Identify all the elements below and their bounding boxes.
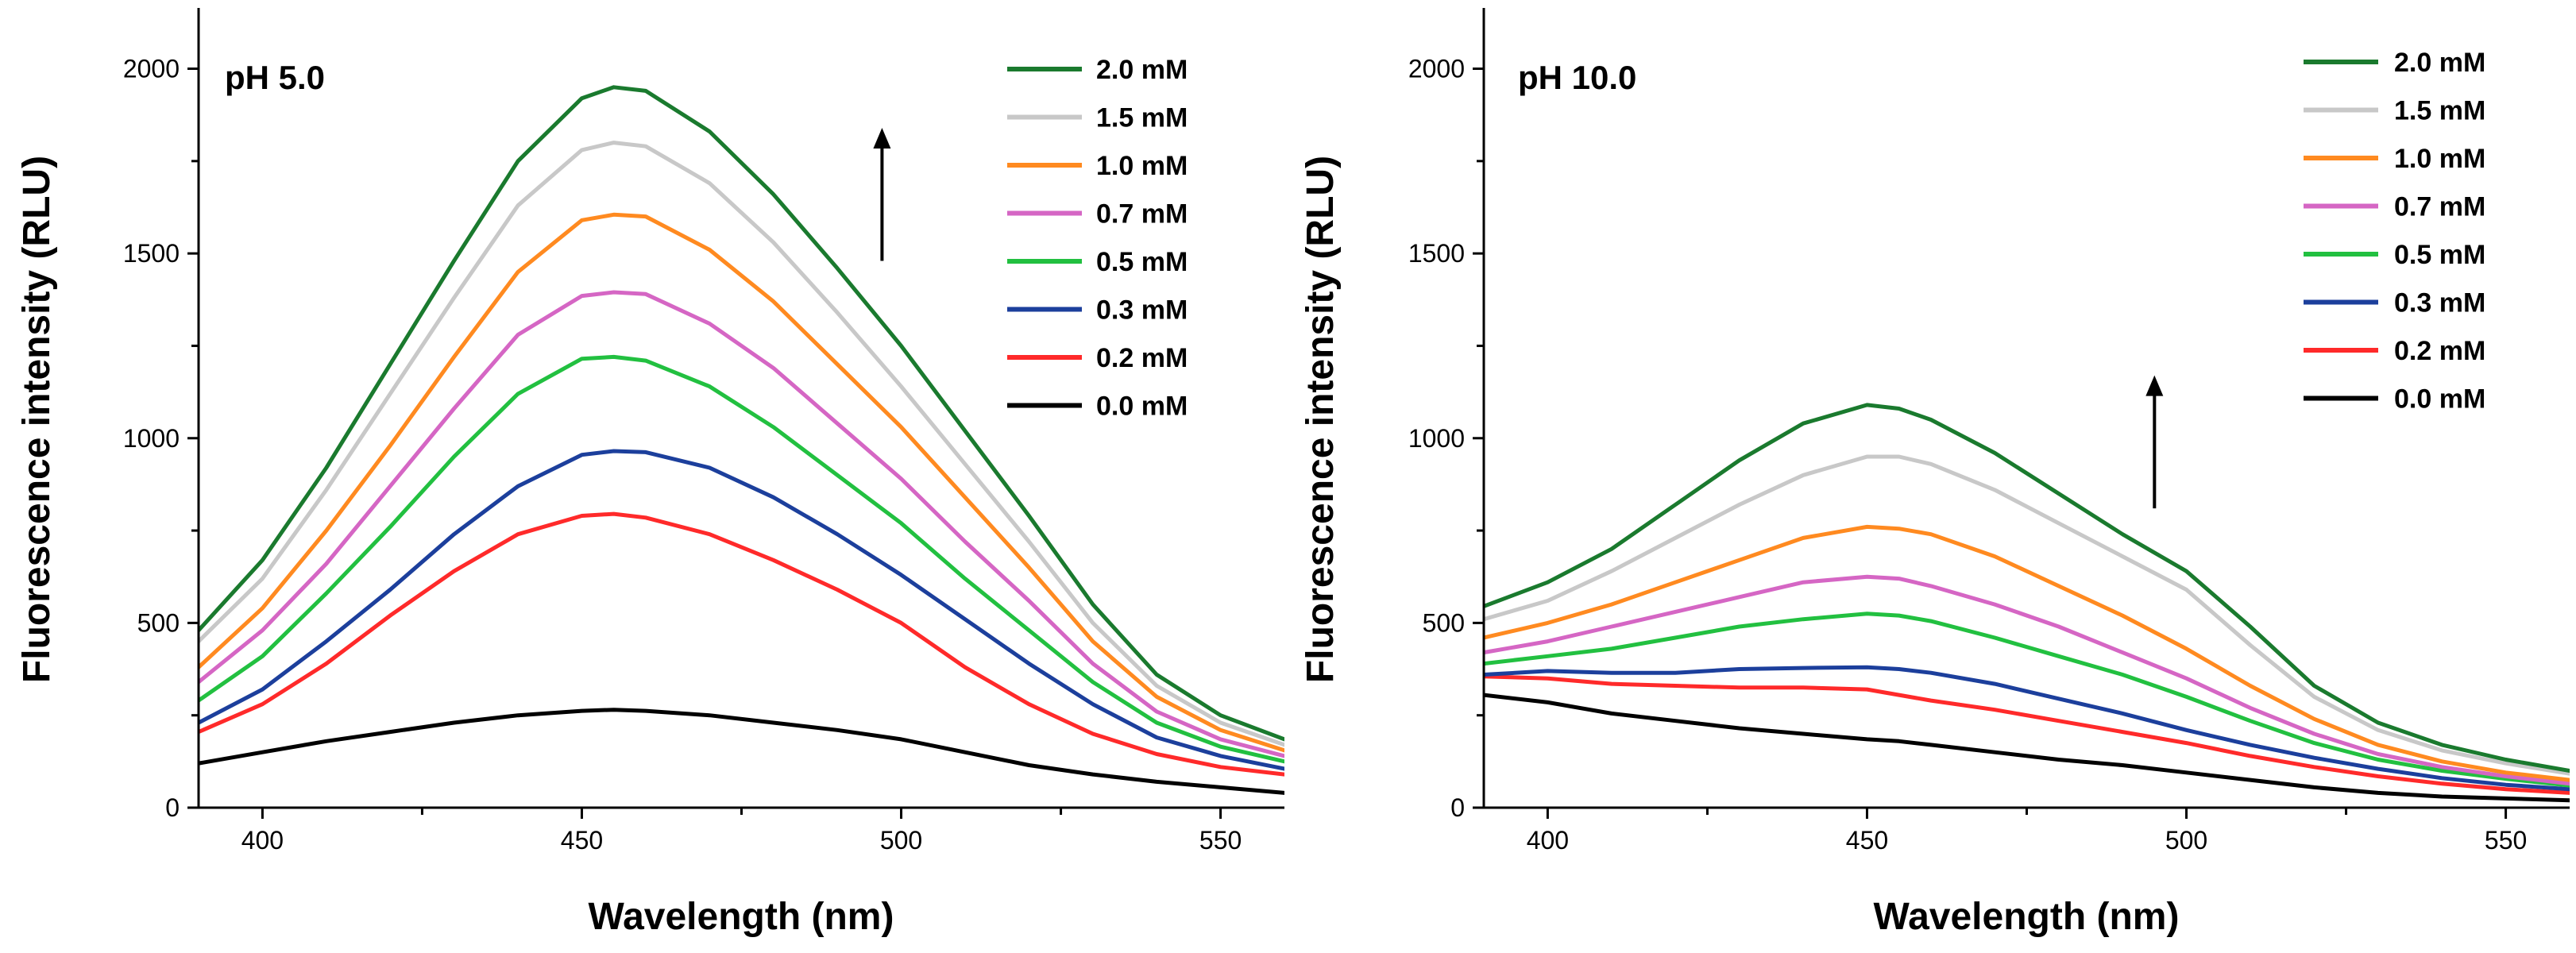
arrow-head xyxy=(873,127,891,149)
series-line-0-0-mM xyxy=(1484,693,2570,803)
x-axis-title: Wavelength (nm) xyxy=(1874,896,2180,938)
series-line-0-3-mM xyxy=(199,449,1284,771)
x-tick-label: 400 xyxy=(241,826,284,855)
series-line-0-7-mM xyxy=(199,290,1284,758)
increase-arrow xyxy=(2145,375,2164,509)
panel-label: pH 5.0 xyxy=(225,59,325,96)
chart-panel-2: 400 450 500 550 0 500 1000 1500 2000 Wavelength (… xyxy=(1300,8,2570,938)
series-line-1-5-mM xyxy=(1484,454,2570,776)
legend: 2.0 mM 1.5 mM 1.0 mM 0.7 mM 0.5 mM 0.3 mM 0.2 … xyxy=(2304,48,2485,415)
series-line-1-5-mM xyxy=(199,141,1284,747)
legend: 2.0 mM 1.5 mM 1.0 mM 0.7 mM 0.5 mM 0.3 mM 0.2 … xyxy=(1007,55,1188,422)
series-line-1-0-mM xyxy=(1484,524,2570,782)
x-tick-label: 500 xyxy=(2165,826,2207,855)
y-axis-title: Fluorescence intensity (RLU) xyxy=(16,156,58,683)
arrow-head xyxy=(2145,375,2164,396)
x-axis-title: Wavelength (nm) xyxy=(589,896,894,938)
series-line-0-5-mM xyxy=(199,354,1284,764)
series-line-0-3-mM xyxy=(1484,665,2570,792)
legend-label: 0.5 mM xyxy=(2394,240,2485,270)
increase-arrow xyxy=(873,127,891,261)
panel-label: pH 10.0 xyxy=(1518,59,1636,96)
y-tick-label: 0 xyxy=(1450,793,1465,822)
legend-label: 0.7 mM xyxy=(1096,199,1188,230)
x-tick-label: 400 xyxy=(1527,826,1569,855)
legend-label: 2.0 mM xyxy=(2394,48,2485,78)
series-group xyxy=(199,85,1284,795)
y-tick-label: 2000 xyxy=(1408,55,1465,83)
series-line-2-0-mM xyxy=(199,85,1284,742)
series-line-0-5-mM xyxy=(1484,612,2570,788)
series-line-0-2-mM xyxy=(199,511,1284,777)
legend-label: 1.5 mM xyxy=(2394,96,2485,126)
chart-panel-1: 400 450 500 550 0 500 1000 1500 2000 Wavelength (… xyxy=(16,8,1284,938)
legend-label: 0.5 mM xyxy=(1096,247,1188,277)
legend-label: 2.0 mM xyxy=(1096,55,1188,85)
y-tick-label: 500 xyxy=(137,608,180,637)
series-line-0-0-mM xyxy=(199,708,1284,795)
y-tick-label: 0 xyxy=(165,793,180,822)
legend-label: 1.0 mM xyxy=(1096,151,1188,181)
legend-label: 0.2 mM xyxy=(2394,336,2485,366)
x-tick-label: 550 xyxy=(1199,826,1242,855)
series-line-2-0-mM xyxy=(1484,403,2570,773)
series-line-0-7-mM xyxy=(1484,574,2570,786)
y-tick-label: 1000 xyxy=(123,424,180,453)
y-tick-label: 1500 xyxy=(123,239,180,268)
legend-label: 1.0 mM xyxy=(2394,144,2485,174)
x-tick-label: 500 xyxy=(880,826,922,855)
series-line-1-0-mM xyxy=(199,212,1284,753)
legend-label: 0.2 mM xyxy=(1096,343,1188,373)
series-group xyxy=(1484,403,2570,803)
x-tick-label: 450 xyxy=(561,826,603,855)
x-tick-label: 550 xyxy=(2485,826,2527,855)
x-tick-label: 450 xyxy=(1846,826,1888,855)
legend-label: 0.0 mM xyxy=(2394,384,2485,415)
y-tick-label: 2000 xyxy=(123,55,180,83)
legend-label: 0.7 mM xyxy=(2394,192,2485,222)
y-tick-label: 1000 xyxy=(1408,424,1465,453)
series-line-0-2-mM xyxy=(1484,674,2570,795)
y-tick-label: 500 xyxy=(1423,608,1465,637)
y-tick-label: 1500 xyxy=(1408,239,1465,268)
legend-label: 1.5 mM xyxy=(1096,103,1188,133)
legend-label: 0.0 mM xyxy=(1096,392,1188,422)
legend-label: 0.3 mM xyxy=(2394,288,2485,318)
y-axis-title: Fluorescence intensity (RLU) xyxy=(1300,156,1342,683)
legend-label: 0.3 mM xyxy=(1096,295,1188,326)
